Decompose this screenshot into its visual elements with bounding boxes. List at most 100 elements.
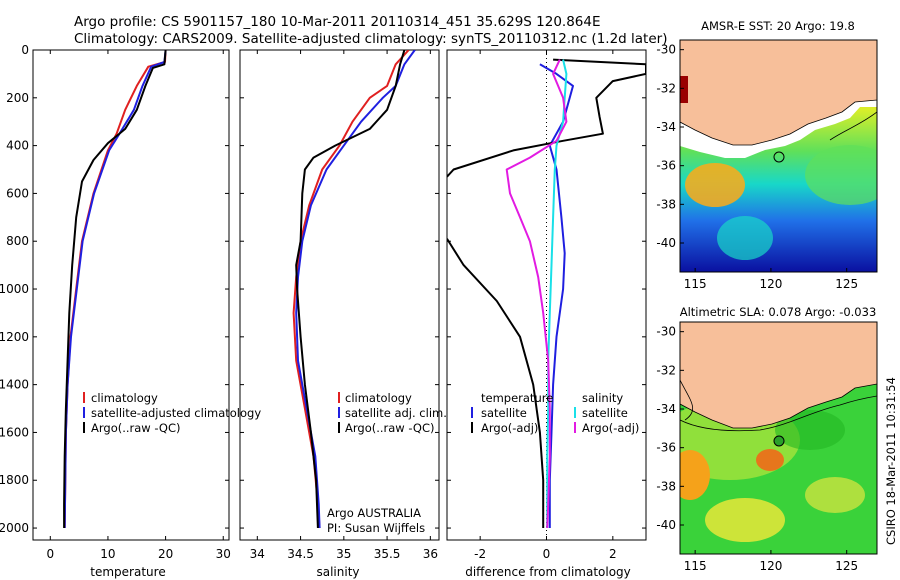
x-tick-label: 2 bbox=[609, 547, 617, 561]
y-tick-label: 2000 bbox=[0, 521, 29, 535]
sla-yellow-patch bbox=[705, 498, 785, 542]
sst-map-title: AMSR-E SST: 20 Argo: 19.8 bbox=[701, 19, 855, 33]
series-line-argo-raw-qc- bbox=[63, 50, 167, 528]
difference-axis-label: difference from climatology bbox=[465, 565, 631, 579]
series-line-climatology bbox=[292, 50, 410, 529]
figure-title-line2: Climatology: CARS2009. Satellite-adjuste… bbox=[74, 31, 667, 47]
sla-contour-2 bbox=[680, 379, 694, 421]
map-y-tick-label: -34 bbox=[656, 402, 676, 416]
map-x-tick-label: 125 bbox=[835, 277, 858, 291]
salinity-axis-label: salinity bbox=[316, 565, 359, 579]
map-x-tick-label: 125 bbox=[835, 559, 858, 573]
axes-frame bbox=[32, 49, 230, 541]
y-tick-label: 0 bbox=[21, 43, 29, 57]
sla-map bbox=[680, 322, 877, 554]
series-line-salinity-satellite bbox=[546, 59, 568, 528]
legend-label-temp-argo: Argo(-adj) bbox=[481, 421, 538, 435]
series-line-satellite-adjusted-climatology bbox=[63, 50, 167, 529]
map-y-tick-label: -32 bbox=[656, 81, 676, 95]
axes-frame bbox=[239, 49, 440, 541]
series-line-argo-raw-qc- bbox=[295, 50, 406, 529]
y-tick-label: 600 bbox=[6, 186, 29, 200]
sst-cool-patch bbox=[717, 216, 773, 260]
series-line-salinity-argo-adj- bbox=[505, 59, 568, 529]
y-tick-label: 1000 bbox=[0, 282, 29, 296]
sla-yellow-patch-2 bbox=[805, 477, 865, 513]
legend-label-argo: Argo(..raw -QC) bbox=[91, 421, 181, 435]
sst-map-frame bbox=[679, 39, 878, 273]
y-tick-label: 1200 bbox=[0, 330, 29, 344]
sst-map bbox=[680, 40, 877, 272]
legend-label-satellite: satellite adj. clim. bbox=[345, 406, 447, 420]
sla-land bbox=[680, 322, 877, 429]
map-y-tick-label: -36 bbox=[656, 159, 676, 173]
y-tick-label: 1600 bbox=[0, 425, 29, 439]
difference-legend: temperature satellite Argo(-adj) salinit… bbox=[471, 391, 639, 435]
x-tick-label: 30 bbox=[216, 547, 231, 561]
salinity-note-program: Argo AUSTRALIA bbox=[327, 506, 421, 520]
series-line-temperature-argo-adj-deep bbox=[447, 238, 545, 528]
x-tick-label: 10 bbox=[100, 547, 115, 561]
side-stamp: CSIRO 18-Mar-2011 10:31:54 bbox=[884, 377, 898, 545]
legend-label-satellite: satellite-adjusted climatology bbox=[91, 406, 261, 420]
series-group bbox=[447, 58, 646, 529]
legend-label-climatology: climatology bbox=[91, 391, 158, 405]
legend-title-salinity: salinity bbox=[582, 391, 623, 405]
map-y-tick-label: -40 bbox=[656, 518, 676, 532]
y-tick-label: 800 bbox=[6, 234, 29, 248]
series-line-temperature-argo-adj- bbox=[447, 58, 646, 178]
salinity-legend: climatology satellite adj. clim. Argo(..… bbox=[338, 391, 447, 435]
sla-dark-patch bbox=[775, 410, 845, 450]
x-tick-label: 0 bbox=[46, 547, 54, 561]
temperature-axis-label: temperature bbox=[90, 565, 165, 579]
sla-orange-patch bbox=[680, 450, 710, 500]
map-y-tick-label: -38 bbox=[656, 479, 676, 493]
sst-green-patch bbox=[805, 145, 877, 205]
x-tick-label: -2 bbox=[474, 547, 486, 561]
x-tick-label: 20 bbox=[158, 547, 173, 561]
salinity-note-pi: PI: Susan Wijffels bbox=[327, 521, 425, 535]
map-y-tick-label: -30 bbox=[656, 325, 676, 339]
legend-label-temp-satellite: satellite bbox=[481, 406, 527, 420]
map-y-tick-label: -36 bbox=[656, 441, 676, 455]
sst-land bbox=[680, 40, 877, 146]
y-tick-label: 200 bbox=[6, 91, 29, 105]
sla-map-frame bbox=[679, 321, 878, 555]
sla-map-ticks: 115 120 125 -30 -32 -34 -36 -38 -40 bbox=[656, 325, 858, 573]
series-group bbox=[292, 50, 416, 529]
sst-argo-location bbox=[773, 151, 785, 163]
x-tick-label: 0 bbox=[543, 547, 551, 561]
map-x-tick-label: 120 bbox=[759, 559, 782, 573]
temperature-panel: 0 10 20 30 0 200 400 600 800 1000 1200 1400 1600 1800… bbox=[0, 43, 231, 561]
legend-label-climatology: climatology bbox=[345, 391, 412, 405]
sla-red-patch bbox=[756, 449, 784, 471]
map-y-tick-label: -40 bbox=[656, 236, 676, 250]
sst-warm-patch bbox=[685, 163, 745, 207]
sst-contour bbox=[829, 111, 877, 141]
map-x-tick-label: 115 bbox=[684, 559, 707, 573]
map-y-tick-label: -32 bbox=[656, 363, 676, 377]
salinity-panel: 34 34.5 35 35.5 36 bbox=[239, 49, 440, 561]
y-tick-label: 1800 bbox=[0, 473, 29, 487]
temperature-legend: climatology satellite-adjusted climatolo… bbox=[83, 391, 261, 435]
map-y-tick-label: -38 bbox=[656, 197, 676, 211]
difference-panel: -2 0 2 bbox=[446, 49, 647, 561]
sla-contour-1 bbox=[680, 395, 877, 432]
legend-label-sal-satellite: satellite bbox=[582, 406, 628, 420]
legend-label-argo: Argo(..raw -QC) bbox=[345, 421, 435, 435]
y-tick-label: 1400 bbox=[0, 378, 29, 392]
x-tick-label: 36 bbox=[423, 547, 438, 561]
sst-map-ticks: 115 120 125 -30 -32 -34 -36 -38 -40 bbox=[656, 43, 858, 291]
x-tick-label: 34 bbox=[250, 547, 265, 561]
series-line-temperature-satellite bbox=[539, 63, 574, 528]
map-x-tick-label: 120 bbox=[759, 277, 782, 291]
y-tick-label: 400 bbox=[6, 139, 29, 153]
sla-argo-location bbox=[773, 435, 785, 447]
x-tick-label: 35.5 bbox=[374, 547, 401, 561]
map-y-tick-label: -30 bbox=[656, 43, 676, 57]
map-x-tick-label: 115 bbox=[684, 277, 707, 291]
sst-dark-red-patch bbox=[680, 76, 688, 103]
figure-title-line1: Argo profile: CS 5901157_180 10-Mar-2011… bbox=[74, 14, 601, 30]
series-line-climatology bbox=[63, 50, 167, 529]
